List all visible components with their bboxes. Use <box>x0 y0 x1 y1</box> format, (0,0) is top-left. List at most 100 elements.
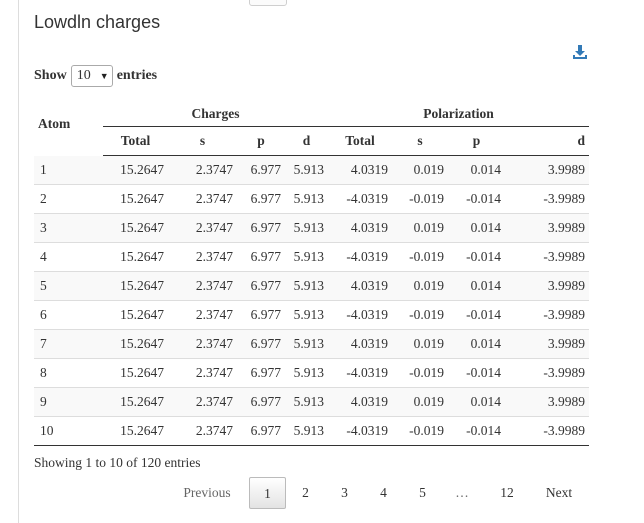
cell-polarization-p: -0.014 <box>448 358 505 388</box>
pagination: Previous 1 2 3 4 5 … 12 Next <box>172 477 586 509</box>
cell-polarization-p: -0.014 <box>448 416 505 446</box>
cell-charges-d: 5.913 <box>285 271 328 301</box>
page-button-4[interactable]: 4 <box>380 485 387 500</box>
cell-polarization-total: 4.0319 <box>328 271 392 301</box>
cell-polarization-d: -3.9989 <box>505 416 589 446</box>
header-group-polarization: Polarization <box>328 96 589 127</box>
cell-polarization-d: 3.9989 <box>547 162 585 177</box>
cell-charges-p: 6.977 <box>237 184 285 214</box>
previous-button[interactable]: Previous <box>183 485 231 500</box>
cell-charges-d: 5.913 <box>285 213 328 243</box>
table-row: 9 15.2647 2.3747 6.977 5.913 4.0319 0.019 0.014… <box>34 387 589 417</box>
cell-charges-total: 15.2647 <box>103 271 168 301</box>
cell-polarization-s: -0.019 <box>392 184 448 214</box>
cell-polarization-d: 3.9989 <box>505 213 589 243</box>
cell-charges-s: 2.3747 <box>168 387 237 417</box>
header-atom[interactable]: Atom <box>38 115 71 131</box>
page-button-12[interactable]: 12 <box>500 485 514 500</box>
cell-atom: 3 <box>34 213 103 243</box>
table-info: Showing 1 to 10 of 120 entries <box>34 455 201 470</box>
cell-atom: 4 <box>34 242 103 272</box>
cell-charges-s: 2.3747 <box>195 162 233 177</box>
header-charges-d[interactable]: d <box>285 126 328 156</box>
cell-charges-p: 6.977 <box>237 271 285 301</box>
cell-polarization-d: 3.9989 <box>505 329 589 359</box>
cell-polarization-p: -0.014 <box>448 300 505 330</box>
header-polarization-d[interactable]: d <box>505 126 589 156</box>
cell-polarization-d: 3.9989 <box>505 387 589 417</box>
entries-label: entries <box>116 68 158 83</box>
cell-charges-total: 15.2647 <box>103 329 168 359</box>
page-button-3[interactable]: 3 <box>341 485 348 500</box>
cell-charges-p: 6.977 <box>250 162 281 177</box>
cell-atom: 10 <box>34 416 103 446</box>
table-row: 1 15.2647 2.3747 6.977 5.913 4.0319 0.019 0.014… <box>34 155 589 185</box>
cell-charges-d: 5.913 <box>285 329 328 359</box>
header-polarization-total[interactable]: Total <box>328 126 392 156</box>
table-row: 7 15.2647 2.3747 6.977 5.913 4.0319 0.019 0.014… <box>34 329 589 359</box>
cell-polarization-s: 0.019 <box>392 271 448 301</box>
download-icon[interactable] <box>572 44 588 60</box>
cell-polarization-s: 0.019 <box>392 387 448 417</box>
cell-charges-p: 6.977 <box>237 213 285 243</box>
page-button-5[interactable]: 5 <box>419 485 426 500</box>
cell-charges-total: 15.2647 <box>103 213 168 243</box>
cell-charges-p: 6.977 <box>237 416 285 446</box>
cell-polarization-total: 4.0319 <box>328 329 392 359</box>
cell-polarization-total: -4.0319 <box>328 416 392 446</box>
header-charges-total[interactable]: Total <box>103 126 168 156</box>
table-body: 1 15.2647 2.3747 6.977 5.913 4.0319 0.019 0.014… <box>34 155 589 446</box>
cell-charges-d: 5.913 <box>285 300 328 330</box>
cell-charges-s: 2.3747 <box>168 416 237 446</box>
cell-charges-total: 15.2647 <box>103 300 168 330</box>
cell-polarization-d: -3.9989 <box>505 184 589 214</box>
cell-polarization-d: -3.9989 <box>505 358 589 388</box>
cell-atom: 7 <box>34 329 103 359</box>
cell-charges-total: 15.2647 <box>103 184 168 214</box>
cell-charges-s: 2.3747 <box>168 329 237 359</box>
cell-charges-p: 6.977 <box>237 329 285 359</box>
cell-charges-p: 6.977 <box>237 358 285 388</box>
cell-charges-s: 2.3747 <box>168 213 237 243</box>
show-label: Show <box>34 68 67 83</box>
cell-charges-total: 15.2647 <box>103 387 168 417</box>
table-row: 6 15.2647 2.3747 6.977 5.913 -4.0319 -0.019 -0.… <box>34 300 589 330</box>
cell-atom: 9 <box>34 387 103 417</box>
cell-atom: 8 <box>34 358 103 388</box>
cell-atom: 5 <box>34 271 103 301</box>
cell-polarization-total: -4.0319 <box>328 358 392 388</box>
page-button-2[interactable]: 2 <box>302 485 309 500</box>
cell-charges-s: 2.3747 <box>168 242 237 272</box>
entries-select[interactable]: 10 ▼ <box>70 65 113 87</box>
next-button[interactable]: Next <box>545 485 573 500</box>
table-row: 4 15.2647 2.3747 6.977 5.913 -4.0319 -0.019 -0.… <box>34 242 589 272</box>
table-row: 10 15.2647 2.3747 6.977 5.913 -4.0319 -0.019 -0… <box>34 416 589 446</box>
cell-polarization-d: -3.9989 <box>505 300 589 330</box>
cell-polarization-total: 4.0319 <box>328 213 392 243</box>
cell-charges-d: 5.913 <box>285 358 328 388</box>
cell-polarization-p: 0.014 <box>470 162 501 177</box>
cell-polarization-p: 0.014 <box>448 213 505 243</box>
cell-atom: 2 <box>34 184 103 214</box>
pagination-ellipsis: … <box>455 485 469 500</box>
page-button-1[interactable]: 1 <box>249 477 286 509</box>
header-polarization-p[interactable]: p <box>448 126 505 156</box>
cell-charges-total: 15.2647 <box>120 162 164 177</box>
cell-polarization-p: -0.014 <box>448 242 505 272</box>
table-row: 2 15.2647 2.3747 6.977 5.913 -4.0319 -0.019 -0.… <box>34 184 589 214</box>
cell-polarization-s: -0.019 <box>392 358 448 388</box>
cell-charges-d: 5.913 <box>285 387 328 417</box>
page-title: Lowdln charges <box>34 12 161 32</box>
entries-length-control: Show 10 ▼ entries <box>34 64 157 88</box>
header-polarization-s[interactable]: s <box>392 126 448 156</box>
table-row: 8 15.2647 2.3747 6.977 5.913 -4.0319 -0.019 -0.… <box>34 358 589 388</box>
collapsed-tab[interactable] <box>249 0 287 6</box>
cell-charges-p: 6.977 <box>237 300 285 330</box>
cell-charges-s: 2.3747 <box>168 300 237 330</box>
cell-polarization-s: 0.019 <box>392 329 448 359</box>
cell-charges-d: 5.913 <box>285 242 328 272</box>
cell-atom: 1 <box>40 161 47 177</box>
header-charges-s[interactable]: s <box>168 126 237 156</box>
cell-polarization-p: 0.014 <box>448 329 505 359</box>
header-charges-p[interactable]: p <box>237 126 285 156</box>
